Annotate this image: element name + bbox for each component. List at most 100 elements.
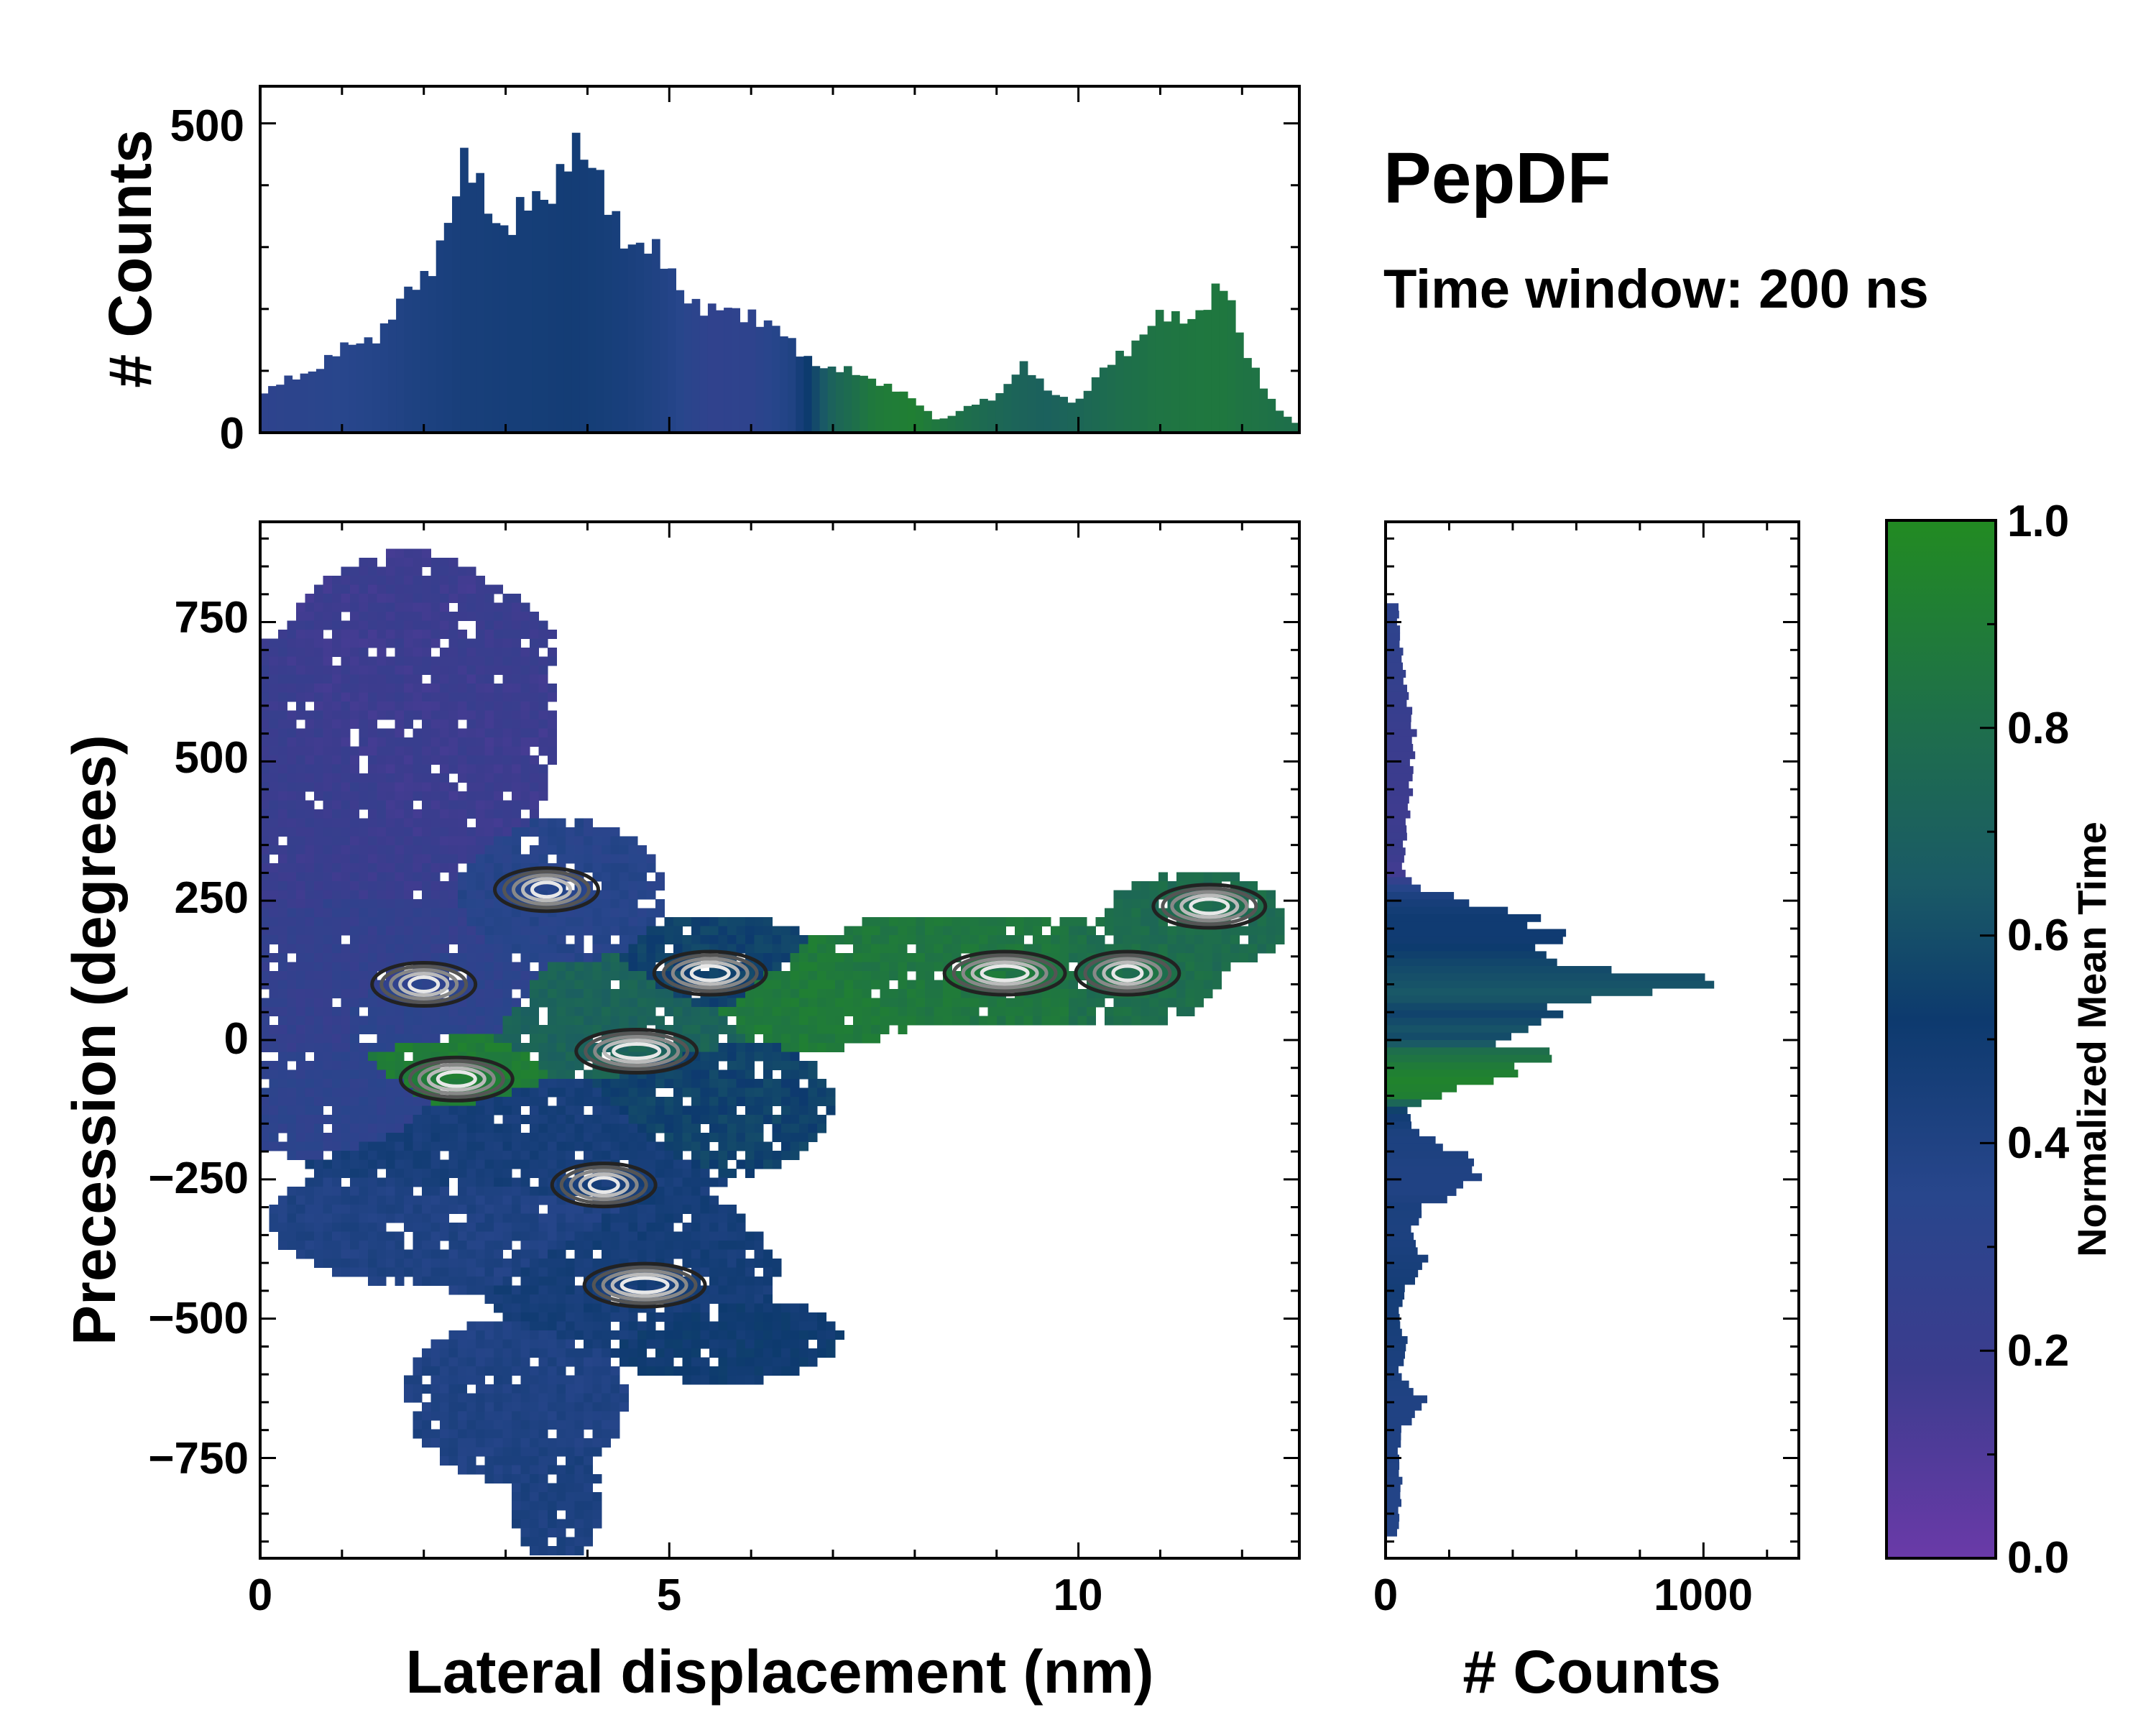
heatmap-cell [1203, 899, 1213, 908]
heatmap-cell [359, 953, 369, 962]
heatmap-cell [619, 1223, 629, 1232]
heatmap-cell [790, 1097, 800, 1106]
heatmap-cell [628, 1321, 638, 1331]
heatmap-cell [916, 917, 926, 926]
top-histogram-bar [980, 398, 988, 433]
heatmap-cell [395, 1241, 405, 1250]
heatmap-cell [646, 1213, 656, 1223]
heatmap-cell [574, 1348, 584, 1358]
heatmap-cell [709, 1231, 719, 1241]
heatmap-cell [530, 630, 539, 639]
heatmap-cell [556, 1267, 566, 1277]
heatmap-cell [484, 692, 494, 702]
heatmap-cell [458, 1105, 467, 1116]
heatmap-cell [584, 1492, 593, 1501]
heatmap-cell [1212, 971, 1222, 980]
heatmap-cell [404, 710, 413, 720]
heatmap-cell [610, 1016, 620, 1026]
heatmap-cell [314, 935, 323, 944]
heatmap-cell [296, 737, 305, 747]
heatmap-cell [269, 1105, 279, 1116]
heatmap-cell [592, 1375, 602, 1385]
heatmap-cell [484, 1169, 494, 1178]
heatmap-cell [799, 1357, 808, 1367]
heatmap-cell [538, 1519, 548, 1529]
heatmap-cell [592, 1366, 602, 1376]
heatmap-cell [619, 926, 629, 936]
heatmap-cell [484, 818, 494, 828]
heatmap-cell [763, 1141, 773, 1151]
heatmap-cell [520, 1205, 530, 1214]
heatmap-cell [548, 971, 557, 980]
heatmap-cell [332, 612, 341, 621]
heatmap-cell [799, 1016, 808, 1026]
heatmap-cell [889, 944, 898, 954]
heatmap-cell [1005, 917, 1015, 926]
heatmap-cell [458, 710, 467, 720]
heatmap-cell [440, 1456, 449, 1466]
heatmap-cell [341, 656, 351, 666]
heatmap-cell [341, 1043, 351, 1052]
heatmap-cell [754, 1366, 764, 1376]
heatmap-cell [538, 854, 548, 864]
heatmap-cell [969, 1007, 980, 1016]
heatmap-cell [889, 1016, 898, 1026]
heatmap-cell [628, 899, 638, 908]
heatmap-cell [413, 782, 423, 792]
heatmap-cell [664, 1169, 674, 1178]
heatmap-cell [781, 1087, 791, 1098]
heatmap-cell [323, 989, 333, 998]
heatmap-cell [574, 827, 584, 837]
heatmap-cell [395, 782, 405, 792]
heatmap-cell [377, 594, 387, 603]
heatmap-cell [538, 953, 548, 962]
heatmap-cell [404, 845, 413, 855]
heatmap-cell [610, 1123, 620, 1133]
heatmap-cell [287, 827, 297, 837]
heatmap-cell [422, 1169, 431, 1178]
heatmap-cell [341, 1169, 351, 1178]
heatmap-cell [466, 594, 476, 603]
heatmap-cell [1266, 908, 1276, 918]
heatmap-cell [377, 1177, 387, 1187]
heatmap-cell [1033, 926, 1042, 936]
heatmap-cell [736, 1123, 746, 1133]
heatmap-cell [484, 836, 494, 846]
heatmap-cell [898, 980, 908, 990]
heatmap-cell [278, 638, 287, 648]
heatmap-cell [359, 1231, 369, 1241]
heatmap-cell [413, 684, 423, 693]
heatmap-cell [494, 980, 503, 990]
heatmap-cell [305, 674, 315, 684]
heatmap-cell [610, 953, 620, 962]
heatmap-cell [556, 1213, 566, 1223]
heatmap-cell [502, 1447, 512, 1457]
heatmap-cell [404, 1043, 413, 1052]
heatmap-cell [512, 737, 521, 747]
heatmap-cell [763, 1007, 773, 1016]
heatmap-cell [736, 1303, 746, 1313]
heatmap-cell [287, 854, 297, 864]
heatmap-cell [458, 728, 467, 738]
chart-subtitle: Time window: 200 ns [1383, 259, 1929, 320]
heatmap-cell [781, 944, 791, 954]
heatmap-cell [377, 1151, 387, 1160]
heatmap-cell [278, 1115, 287, 1124]
heatmap-cell [359, 602, 369, 612]
heatmap-cell [556, 1294, 566, 1304]
heatmap-cell [476, 1348, 485, 1358]
heatmap-cell [430, 1339, 441, 1349]
heatmap-cell [422, 1420, 431, 1430]
heatmap-cell [430, 854, 441, 864]
heatmap-cell [520, 1429, 530, 1439]
heatmap-cell [502, 773, 512, 783]
heatmap-cell [296, 702, 305, 711]
top-histogram-bar [1155, 310, 1164, 433]
heatmap-cell [466, 1133, 476, 1142]
heatmap-cell [368, 584, 377, 594]
heatmap-cell [538, 1483, 548, 1493]
heatmap-cell [413, 764, 423, 774]
heatmap-cell [628, 890, 638, 900]
heatmap-cell [448, 1205, 459, 1214]
heatmap-cell [817, 998, 826, 1008]
